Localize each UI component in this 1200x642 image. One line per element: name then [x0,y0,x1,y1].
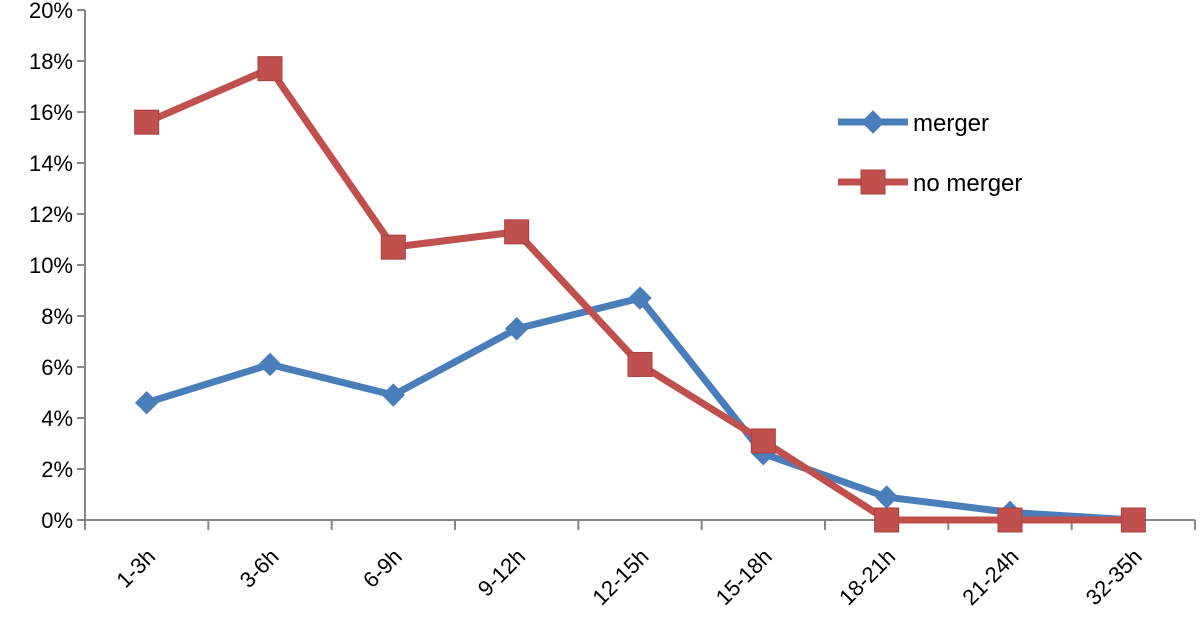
y-tick-label: 8% [41,304,73,329]
data-point [628,286,652,310]
legend-marker [861,110,885,134]
data-point [997,507,1023,533]
data-point [874,507,900,533]
x-tick-label: 12-15h [587,544,653,610]
data-point [134,109,160,135]
series-merger [134,286,1146,532]
series-layer [134,56,1146,533]
y-tick-label: 10% [29,253,73,278]
legend-item: no merger [838,169,1022,197]
x-tick-label: 9-12h [473,544,530,601]
data-point [504,317,529,341]
x-tick-label: 15-18h [711,544,777,610]
y-tick-label: 12% [29,202,73,227]
legend-marker [860,169,886,195]
data-point [257,56,283,82]
data-point [627,351,653,377]
y-tick-label: 2% [41,457,73,482]
series-no-merger [134,56,1146,533]
y-tick-label: 16% [29,100,73,125]
y-tick-label: 6% [41,355,73,380]
x-tick-label: 18-21h [834,544,900,610]
y-tick-label: 18% [29,49,73,74]
data-point [1120,507,1146,533]
x-tick-label: 32-35h [1081,544,1147,610]
x-tick-label: 3-6h [235,544,284,593]
y-tick-label: 20% [29,0,73,23]
data-point [134,390,159,415]
data-point [258,352,282,377]
data-point [504,219,530,245]
y-tick-label: 4% [41,406,73,431]
data-point [380,234,406,260]
y-tick-label: 0% [41,508,73,533]
series-line [143,294,1137,524]
data-point [750,428,776,454]
y-tick-label: 14% [29,151,73,176]
legend-item: merger [838,110,989,137]
x-tick-label: 21-24h [957,544,1023,610]
legend: merger no merger [838,110,1022,197]
legend-label: no merger [913,170,1022,197]
legend-label: merger [913,110,989,137]
data-point [874,485,899,509]
x-tick-label: 1-3h [111,544,160,593]
x-tick-label: 6-9h [358,544,407,593]
data-point [381,383,406,407]
